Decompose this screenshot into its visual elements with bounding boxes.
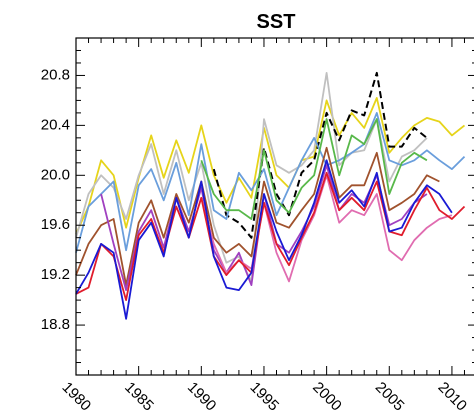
x-tick-label-1980: 1980 <box>59 379 95 415</box>
y-tick-label-20.4: 20.4 <box>41 116 70 133</box>
series-line-10 <box>75 159 453 320</box>
x-tick-label-1990: 1990 <box>184 379 220 415</box>
y-tick-label-18.8: 18.8 <box>41 316 70 333</box>
x-tick-label-2000: 2000 <box>309 379 345 415</box>
x-tick-label-1995: 1995 <box>247 379 283 415</box>
x-tick-label-2005: 2005 <box>372 379 408 415</box>
axis-ticks <box>75 37 474 376</box>
series-line-5 <box>200 118 428 220</box>
series-line-4 <box>75 112 466 253</box>
x-tick-label-2010: 2010 <box>435 379 471 415</box>
series-line-9 <box>75 171 466 301</box>
series-line-6 <box>75 146 440 286</box>
series-line-3 <box>212 71 428 239</box>
chart-title: SST <box>257 11 296 33</box>
y-tick-label-20.8: 20.8 <box>41 66 70 83</box>
x-tick-label-1985: 1985 <box>121 379 157 415</box>
plot-series <box>75 71 466 320</box>
y-tick-label-19.2: 19.2 <box>41 266 70 283</box>
series-line-8 <box>200 174 453 283</box>
y-tick-label-20.0: 20.0 <box>41 166 70 183</box>
y-tick-label-19.6: 19.6 <box>41 216 70 233</box>
